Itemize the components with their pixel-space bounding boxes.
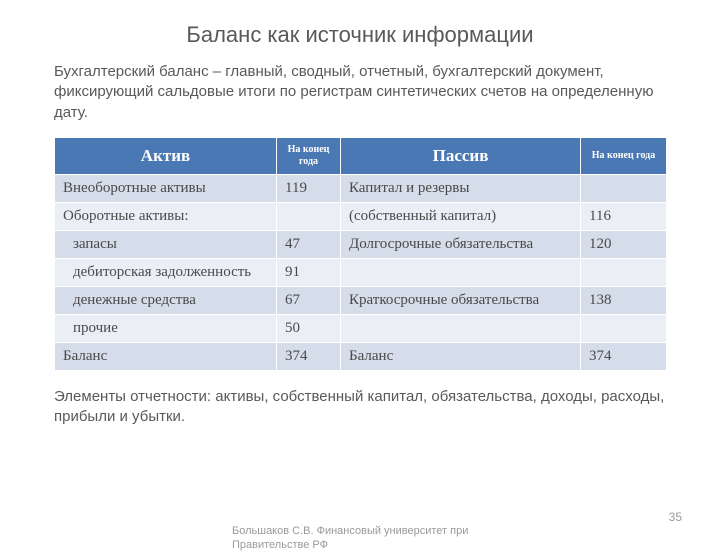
column-header-2: Пассив xyxy=(341,137,581,174)
table-cell: 50 xyxy=(277,314,341,342)
table-cell: Долгосрочные обязательства xyxy=(341,230,581,258)
table-cell: Баланс xyxy=(55,342,277,370)
table-cell: прочие xyxy=(55,314,277,342)
table-row: Внеоборотные активы119Капитал и резервы xyxy=(55,174,667,202)
table-cell: 47 xyxy=(277,230,341,258)
table-cell xyxy=(277,202,341,230)
table-cell: Оборотные активы: xyxy=(55,202,277,230)
slide: Баланс как источник информации Бухгалтер… xyxy=(0,0,720,540)
column-header-0: Актив xyxy=(55,137,277,174)
table-cell: 138 xyxy=(581,286,667,314)
table-cell: Внеоборотные активы xyxy=(55,174,277,202)
table-cell: 119 xyxy=(277,174,341,202)
table-cell: запасы xyxy=(55,230,277,258)
table-row: запасы47Долгосрочные обязательства120 xyxy=(55,230,667,258)
table-cell: Краткосрочные обязательства xyxy=(341,286,581,314)
table-row: прочие50 xyxy=(55,314,667,342)
table-header-row: АктивНа конец годаПассивНа конец года xyxy=(55,137,667,174)
page-number: 35 xyxy=(669,510,682,524)
table-body: Внеоборотные активы119Капитал и резервыО… xyxy=(55,174,667,370)
table-cell xyxy=(581,258,667,286)
table-cell: 91 xyxy=(277,258,341,286)
outro-paragraph: Элементы отчетности: активы, собственный… xyxy=(54,387,666,428)
page-title: Баланс как источник информации xyxy=(54,22,666,48)
column-header-1: На конец года xyxy=(277,137,341,174)
table-cell xyxy=(341,314,581,342)
table-row: дебиторская задолженность91 xyxy=(55,258,667,286)
column-header-3: На конец года xyxy=(581,137,667,174)
footer-author: Большаков С.В. Финансовый университет пр… xyxy=(232,524,492,553)
table-cell: (собственный капитал) xyxy=(341,202,581,230)
table-cell: 374 xyxy=(277,342,341,370)
table-cell: дебиторская задолженность xyxy=(55,258,277,286)
table-row: денежные средства67Краткосрочные обязате… xyxy=(55,286,667,314)
table-cell xyxy=(581,174,667,202)
table-cell: денежные средства xyxy=(55,286,277,314)
table-cell: 120 xyxy=(581,230,667,258)
table-head: АктивНа конец годаПассивНа конец года xyxy=(55,137,667,174)
table-cell: Баланс xyxy=(341,342,581,370)
intro-paragraph: Бухгалтерский баланс – главный, сводный,… xyxy=(54,62,666,123)
table-row: Оборотные активы: (собственный капитал)11… xyxy=(55,202,667,230)
table-cell xyxy=(341,258,581,286)
table-row: Баланс374Баланс374 xyxy=(55,342,667,370)
balance-table: АктивНа конец годаПассивНа конец года Вн… xyxy=(54,137,667,371)
table-cell: 374 xyxy=(581,342,667,370)
table-cell: 67 xyxy=(277,286,341,314)
table-cell: 116 xyxy=(581,202,667,230)
table-cell: Капитал и резервы xyxy=(341,174,581,202)
table-cell xyxy=(581,314,667,342)
